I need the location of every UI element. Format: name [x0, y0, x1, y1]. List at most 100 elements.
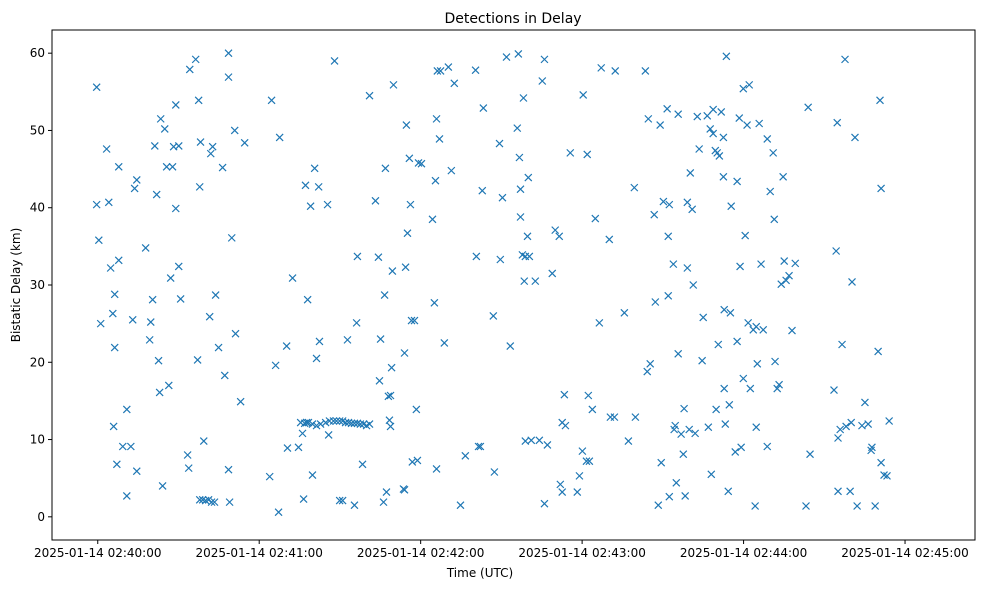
- data-point: [631, 413, 640, 422]
- data-point: [382, 488, 391, 497]
- data-point: [231, 329, 240, 338]
- data-point: [624, 437, 633, 446]
- data-point: [717, 107, 726, 116]
- data-point: [490, 468, 499, 476]
- data-point: [830, 386, 838, 395]
- data-point: [141, 243, 150, 252]
- data-point: [315, 337, 324, 346]
- data-point: [726, 308, 735, 317]
- data-point: [538, 77, 547, 85]
- data-point: [698, 356, 707, 365]
- data-point: [428, 215, 437, 224]
- data-point: [802, 502, 810, 510]
- data-point: [338, 496, 347, 505]
- data-point: [410, 316, 419, 325]
- data-point: [430, 298, 439, 307]
- data-point: [643, 367, 652, 376]
- data-point: [693, 112, 702, 121]
- data-point: [757, 260, 765, 269]
- x-tick-label: 2025-01-14 02:42:00: [357, 546, 484, 560]
- data-point: [558, 488, 567, 497]
- data-point: [227, 233, 236, 242]
- x-axis-label: Time (UTC): [446, 566, 513, 580]
- data-point: [206, 149, 215, 158]
- data-point: [521, 252, 530, 261]
- x-tick-label: 2025-01-14 02:41:00: [195, 546, 322, 560]
- data-point: [118, 442, 127, 451]
- data-point: [218, 163, 227, 172]
- data-point: [650, 210, 659, 219]
- y-tick-label: 20: [30, 355, 45, 369]
- data-point: [160, 124, 169, 133]
- data-point: [380, 291, 389, 299]
- data-point: [414, 158, 423, 167]
- data-point: [282, 342, 291, 350]
- data-point: [877, 458, 886, 467]
- x-tick-label: 2025-01-14 02:44:00: [680, 546, 807, 560]
- data-point: [683, 198, 692, 207]
- data-point: [583, 150, 592, 159]
- data-point: [733, 337, 742, 346]
- data-point: [196, 138, 205, 146]
- data-point: [193, 356, 202, 364]
- data-point: [435, 135, 444, 143]
- data-point: [780, 257, 789, 265]
- data-point: [674, 349, 683, 358]
- data-point: [211, 291, 220, 299]
- data-point: [665, 492, 674, 501]
- data-point: [412, 405, 421, 414]
- data-point: [646, 359, 655, 368]
- data-point: [804, 103, 813, 112]
- data-point: [561, 421, 570, 430]
- data-point: [527, 436, 536, 445]
- data-point: [746, 384, 755, 393]
- data-point: [714, 340, 723, 349]
- data-point: [323, 200, 332, 209]
- data-point: [665, 200, 674, 209]
- data-point: [654, 501, 663, 510]
- data-point: [671, 421, 680, 430]
- data-point: [877, 184, 886, 193]
- data-point: [432, 464, 441, 473]
- data-point: [431, 176, 440, 185]
- data-point: [777, 280, 786, 289]
- data-point: [720, 384, 729, 393]
- data-point: [110, 290, 119, 299]
- data-point: [225, 498, 234, 507]
- data-point: [220, 371, 229, 380]
- data-point: [755, 119, 764, 128]
- data-point: [656, 121, 665, 129]
- data-point: [356, 420, 365, 429]
- data-point: [94, 236, 103, 245]
- data-point: [788, 326, 796, 335]
- data-point: [350, 501, 359, 510]
- data-point: [851, 133, 859, 142]
- data-point: [498, 193, 507, 202]
- data-point: [495, 139, 504, 148]
- data-point: [389, 80, 398, 89]
- data-point: [725, 400, 734, 409]
- data-point: [641, 67, 650, 75]
- data-point: [400, 349, 409, 357]
- data-point: [379, 498, 388, 507]
- data-point: [727, 202, 736, 211]
- data-point: [551, 226, 560, 235]
- data-point: [108, 309, 117, 318]
- data-point: [185, 65, 194, 74]
- data-point: [535, 436, 544, 445]
- data-point: [310, 164, 319, 173]
- data-point: [329, 417, 338, 425]
- data-point: [868, 443, 876, 452]
- data-point: [303, 295, 312, 304]
- data-point: [880, 471, 888, 480]
- data-point: [724, 487, 733, 496]
- data-point: [519, 94, 528, 102]
- data-point: [719, 172, 728, 181]
- data-point: [833, 118, 842, 127]
- data-point: [343, 335, 352, 344]
- data-point: [194, 96, 203, 105]
- y-tick-label: 50: [30, 123, 45, 137]
- data-point: [386, 391, 395, 400]
- data-point: [548, 269, 557, 278]
